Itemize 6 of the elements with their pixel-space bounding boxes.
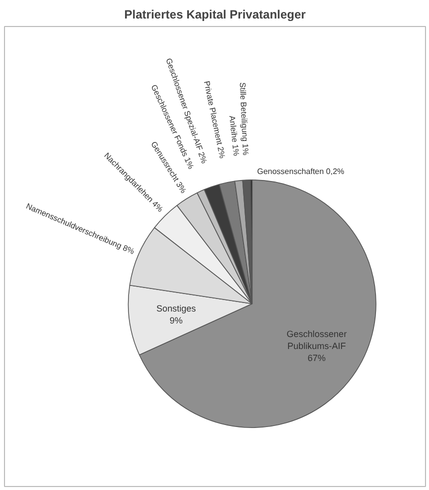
slice-label: Genossenschaften 0,2% (257, 166, 344, 176)
data-label: 9% (170, 315, 183, 326)
slice-label: Geschlossener Publikums-AIF (286, 329, 347, 352)
data-label: 67% (308, 353, 326, 364)
slice-label: Sonstiges (156, 303, 196, 314)
chart-title: Platriertes Kapital Privatanleger (124, 8, 306, 22)
